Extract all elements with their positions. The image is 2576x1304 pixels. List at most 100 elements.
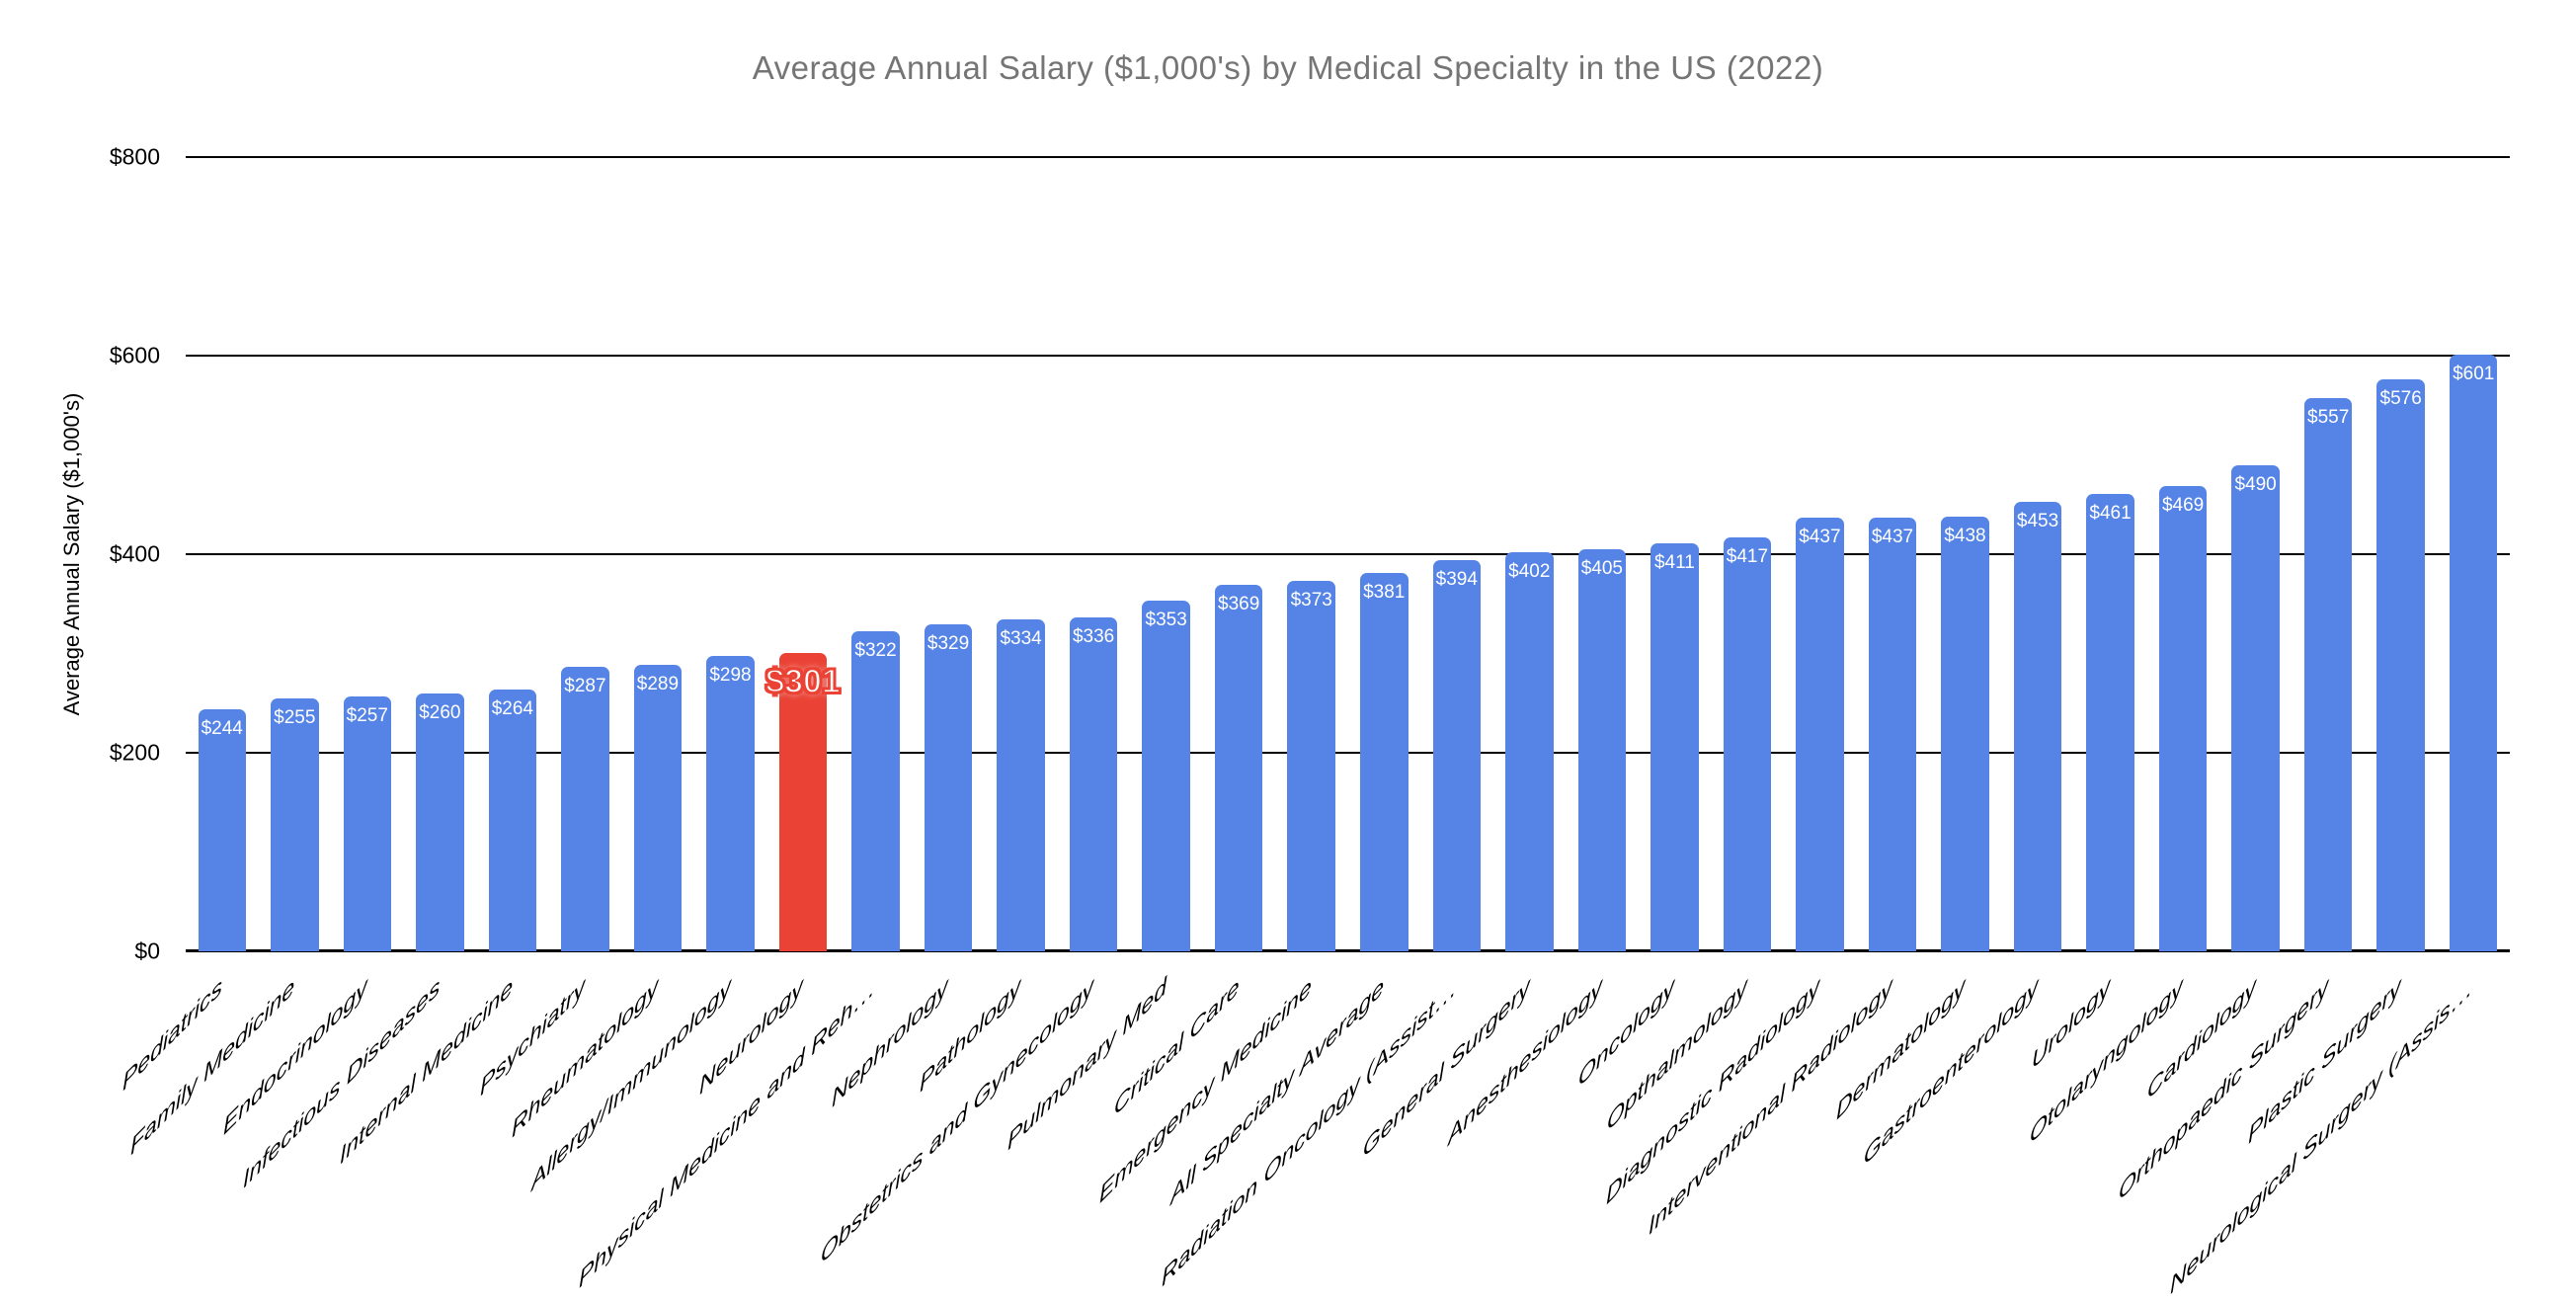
bar-slot: $244 [186,157,259,951]
chart-bar[interactable]: $438 [1941,516,1989,951]
bar-slot: $322 [840,157,913,951]
bar-value-label: $417 [1726,545,1769,567]
x-axis-label: Nephrology [832,971,949,1113]
bar-slot: $373 [1275,157,1348,951]
chart-bar[interactable]: $369 [1214,585,1263,951]
bar-value-label: $353 [1145,610,1187,631]
bar-series: $244 $255 $257 $260 $264 $287 $289 $298 $301 $322… [186,157,2510,951]
bar-slot: $264 [476,157,549,951]
y-axis-tick-label: $0 [134,937,160,964]
chart-bar[interactable]: $437 [1796,517,1844,951]
bar-value-label: $334 [1000,628,1042,650]
bar-value-label: $576 [2379,388,2422,410]
bar-slot: $353 [1130,157,1203,951]
chart-bar[interactable]: $353 [1142,601,1190,951]
bar-value-label: $322 [854,640,897,662]
bar-slot: $334 [985,157,1058,951]
chart-bar[interactable]: $411 [1650,542,1699,951]
chart-bar[interactable]: $469 [2158,485,2208,951]
bar-value-label: $402 [1508,561,1551,582]
chart-bar[interactable]: $298 [706,655,755,951]
chart-bar[interactable]: $244 [198,708,247,951]
chart-bar[interactable]: $402 [1505,552,1554,951]
bar-value-label: $255 [274,706,316,728]
bar-slot: $260 [404,157,477,951]
bar-slot: $453 [2001,157,2074,951]
bar-value-label: $469 [2161,494,2205,516]
chart-bar[interactable]: $437 [1868,517,1917,951]
bar-value-label: $244 [201,717,243,739]
plot-area: $244 $255 $257 $260 $264 $287 $289 $298 $301 $322… [186,156,2510,952]
bar-value-label: $437 [1871,526,1914,547]
chart-bar[interactable]: $255 [271,697,319,951]
chart-bar[interactable]: $405 [1577,548,1627,951]
bar-slot: $381 [1348,157,1421,951]
bar-value-label: $373 [1290,590,1332,611]
chart-bar[interactable]: $287 [561,666,609,951]
bar-slot: $437 [1784,157,1857,951]
bar-slot: $461 [2074,157,2147,951]
bar-slot: $255 [259,157,332,951]
chart-bar[interactable]: $329 [924,624,973,951]
chart-bar[interactable]: $557 [2303,398,2353,951]
bar-value-label: $437 [1799,526,1841,547]
bar-slot: $287 [549,157,622,951]
chart-bar[interactable]: $322 [851,631,900,951]
x-axis-label: Dermatology [1836,971,1966,1126]
bar-value-label: $260 [419,701,461,723]
bar-value-label: $405 [1580,557,1623,579]
bar-value-label: $453 [2016,510,2059,531]
chart-bar[interactable]: $336 [1069,617,1118,951]
gridline-200 [186,752,2510,754]
bar-value-label: $490 [2234,473,2277,495]
chart-bar[interactable]: $461 [2086,493,2134,951]
bar-value-label: $329 [926,633,970,655]
y-axis-tick-labels: $0 $200 $400 $600 $800 [0,144,174,964]
bar-slot: $437 [1856,157,1929,951]
bar-value-label: $369 [1218,594,1260,615]
bar-slot: $298 [694,157,767,951]
chart-bar[interactable]: $381 [1360,573,1409,951]
bar-value-label: $264 [491,697,534,719]
y-axis-tick-label: $800 [109,143,160,170]
bar-value-label: $557 [2307,407,2350,429]
chart-bar[interactable]: $334 [997,619,1045,951]
gridline-0 [186,949,2510,952]
bar-value-label: $289 [636,673,680,694]
bar-value-label: $298 [709,664,752,686]
bar-value-label: $301 [765,662,842,701]
bar-value-label: $287 [564,675,606,696]
bar-value-label: $336 [1072,626,1115,648]
chart-bar[interactable]: $289 [633,664,683,951]
bar-slot: $417 [1711,157,1784,951]
x-axis-labels: Pediatrics Family Medicine Endocrinology In… [122,953,2510,1304]
chart-bar[interactable]: $394 [1432,560,1482,951]
x-axis-label: Critical Care [1113,971,1240,1122]
bar-value-label: $411 [1653,551,1695,573]
y-axis-tick-label: $200 [109,739,160,766]
chart-bar[interactable]: $417 [1723,536,1772,951]
bar-value-label: $381 [1363,582,1406,604]
bar-value-label: $461 [2089,502,2132,524]
bar-slot: $576 [2365,157,2438,951]
bar-slot: $369 [1202,157,1275,951]
chart-bar[interactable]: $576 [2376,379,2425,951]
bar-slot: $402 [1493,157,1567,951]
chart-bar[interactable]: $601 [2449,355,2498,951]
bar-slot: $557 [2292,157,2365,951]
chart-bar[interactable]: $260 [416,693,464,951]
chart-bar[interactable]: $257 [343,695,392,951]
chart-bar-highlighted[interactable]: $301 [765,652,842,951]
chart-bar[interactable]: $490 [2231,464,2280,951]
gridline-600 [186,355,2510,357]
chart-bar[interactable]: $373 [1287,581,1335,951]
bar-slot: $411 [1639,157,1712,951]
bar-value-label: $257 [346,704,388,726]
chart-bar[interactable]: $264 [488,689,537,951]
bar-slot: $469 [2146,157,2219,951]
chart-bar[interactable]: $453 [2013,501,2062,951]
bar-value-label: $394 [1435,569,1478,591]
bar-slot: $301 [765,157,842,951]
x-axis-label: Obstetrics and Gynecology [821,971,1094,1270]
